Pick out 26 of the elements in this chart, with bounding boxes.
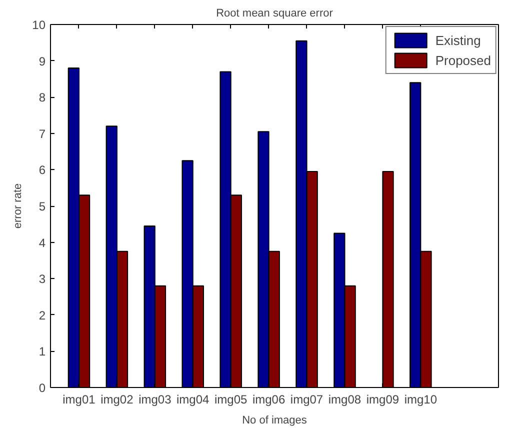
x-tick-label: img01 — [62, 392, 96, 406]
x-tick-label: img06 — [252, 392, 286, 406]
y-tick-label: 9 — [38, 54, 46, 68]
y-tick-label: 4 — [38, 236, 46, 250]
x-axis-title: No of images — [242, 414, 308, 426]
y-tick-label: 10 — [32, 18, 46, 32]
y-axis-title: error rate — [12, 183, 24, 229]
x-tick-label: img08 — [328, 392, 362, 406]
x-tick-label: img05 — [214, 392, 248, 406]
y-tick-label: 5 — [38, 200, 46, 214]
legend-label: Proposed — [435, 52, 491, 68]
x-tick-label: img04 — [176, 392, 210, 406]
y-tick-label: 8 — [38, 90, 46, 105]
x-tick-label: img03 — [138, 392, 172, 406]
x-tick-label: img02 — [100, 392, 134, 406]
y-tick-label: 6 — [38, 163, 46, 178]
legend-label: Existing — [435, 32, 481, 48]
chart-title: Root mean square error — [216, 8, 334, 20]
x-tick-label: img07 — [290, 392, 324, 406]
y-tick-label: 1 — [38, 344, 46, 359]
x-tick-label: img10 — [404, 392, 438, 406]
x-tick-label: img09 — [366, 392, 400, 406]
y-tick-label: 2 — [38, 308, 46, 322]
y-tick-label: 7 — [38, 126, 46, 141]
y-tick-label: 0 — [38, 381, 46, 395]
y-tick-label: 3 — [38, 272, 46, 286]
